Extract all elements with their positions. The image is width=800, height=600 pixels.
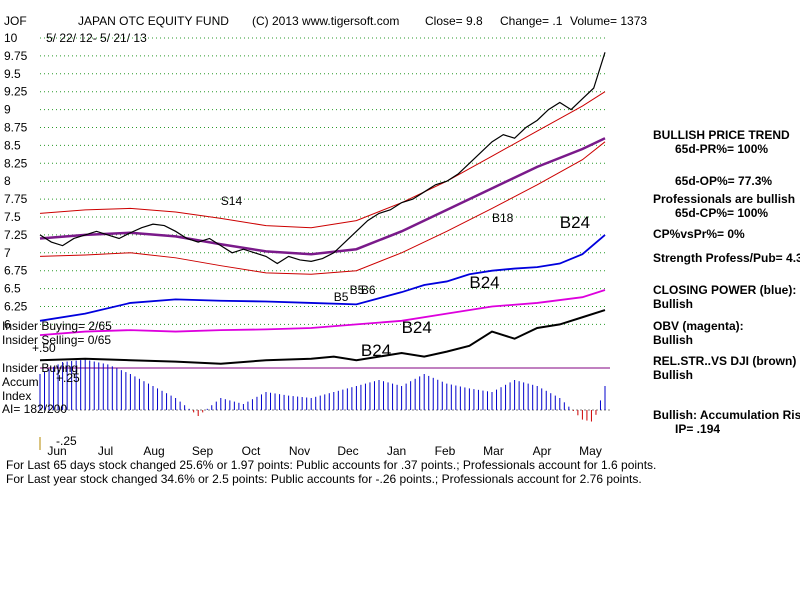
accum-tick-50: +.50 <box>32 341 56 355</box>
price-axis-ticks: 10 9.75 9.5 9.25 9 8.75 8.5 8.25 8 7.75 7.5 7.25 7 6.… <box>4 31 28 331</box>
month-label: May <box>579 444 602 458</box>
y-tick-label: 9 <box>4 103 11 117</box>
y-tick-label: 10 <box>4 31 18 45</box>
y-tick-label: 9.5 <box>4 67 21 81</box>
month-label: Mar <box>483 444 504 458</box>
month-label: Nov <box>289 444 310 458</box>
price-grid <box>40 37 605 325</box>
signal-label: B24 <box>469 273 499 292</box>
month-label: Jun <box>47 444 66 458</box>
month-label: Jan <box>387 444 406 458</box>
month-label: Apr <box>533 444 552 458</box>
moving-average-line <box>39 137 606 256</box>
footer-line-year: For Last year stock changed 34.6% or 2.5… <box>6 472 642 486</box>
pr-value: 65d-PR%= 100% <box>675 142 768 156</box>
accum-label: Accum <box>2 375 39 389</box>
obv-label: OBV (magenta): <box>653 319 744 333</box>
accum-status: Bullish: Accumulation Rising <box>653 408 800 422</box>
trend-title: BULLISH PRICE TREND <box>653 128 790 142</box>
obv-value: Bullish <box>653 333 693 347</box>
signal-label: S14 <box>221 194 243 208</box>
y-tick-label: 6.75 <box>4 264 28 278</box>
month-label: Dec <box>337 444 358 458</box>
signal-label: B18 <box>492 211 514 225</box>
month-label: Oct <box>242 444 261 458</box>
y-tick-label: 8 <box>4 174 11 188</box>
y-tick-label: 7.75 <box>4 192 28 206</box>
y-tick-label: 6.5 <box>4 282 21 296</box>
closing-power-value: Bullish <box>653 297 693 311</box>
month-label: Aug <box>143 444 164 458</box>
signal-label: B24 <box>560 213 590 232</box>
chart-title: JAPAN OTC EQUITY FUND <box>78 14 229 28</box>
signal-label: B6 <box>361 283 376 297</box>
rel-str-label: REL.STR..VS DJI (brown) <box>653 354 796 368</box>
signal-label: B5 <box>350 283 365 297</box>
y-tick-label: 8.75 <box>4 121 28 135</box>
y-tick-label: 7.25 <box>4 228 28 242</box>
y-tick-label: 6.25 <box>4 300 28 314</box>
rel-str-value: Bullish <box>653 368 693 382</box>
month-label: Jul <box>98 444 113 458</box>
accum-tick-25: +.25 <box>56 371 80 385</box>
y-tick-label: 7 <box>4 246 11 260</box>
series-lines <box>39 52 606 365</box>
op-value: 65d-OP%= 77.3% <box>675 174 772 188</box>
insider-buying-label: Insider Buying <box>2 361 78 375</box>
copyright: (C) 2013 www.tigersoft.com <box>252 14 399 28</box>
y-tick-label: 8.5 <box>4 138 21 152</box>
closing-power-line <box>39 234 606 322</box>
index-label: Index <box>2 389 31 403</box>
accum-tick-neg25: -.25 <box>56 434 77 448</box>
cpvspr-value: CP%vsPr%= 0% <box>653 227 745 241</box>
y-tick-label: 7.5 <box>4 210 21 224</box>
y-tick-label: 9.25 <box>4 85 28 99</box>
symbol-label: JOF <box>4 14 27 28</box>
ai-label: AI= 182/200 <box>2 402 67 416</box>
volume-value: Volume= 1373 <box>570 14 647 28</box>
signal-label: B24 <box>361 341 391 360</box>
signal-label: B5 <box>334 290 349 304</box>
closing-power-label: CLOSING POWER (blue): <box>653 283 796 297</box>
month-label: Feb <box>435 444 456 458</box>
y-tick-label: 9.75 <box>4 49 28 63</box>
insider-selling-count: Insider Selling= 0/65 <box>2 333 111 347</box>
pros-label: Professionals are bullish <box>653 192 795 206</box>
lower-band-line <box>39 141 606 275</box>
y-tick-label: 8.25 <box>4 156 28 170</box>
price-line <box>39 52 606 265</box>
change-value: Change= .1 <box>500 14 563 28</box>
upper-band-line <box>39 91 606 229</box>
cp-value: 65d-CP%= 100% <box>675 206 768 220</box>
month-label: Sep <box>192 444 214 458</box>
ip-value: IP= .194 <box>675 422 720 436</box>
strength-value: Strength Profess/Pub= 4.3 <box>653 251 800 265</box>
signal-label: B24 <box>402 318 432 337</box>
insider-buying-count: Insider Buying= 2/65 <box>2 319 112 333</box>
y-tick-label: 6 <box>4 317 11 331</box>
obv-line <box>39 289 606 337</box>
rel-str-line <box>39 309 606 365</box>
month-axis: Jun Jul Aug Sep Oct Nov Dec Jan Feb Mar Apr May <box>47 444 602 458</box>
footer-line-65d: For Last 65 days stock changed 25.6% or … <box>6 458 657 472</box>
accumulation-bars <box>39 359 606 422</box>
close-value: Close= 9.8 <box>425 14 483 28</box>
